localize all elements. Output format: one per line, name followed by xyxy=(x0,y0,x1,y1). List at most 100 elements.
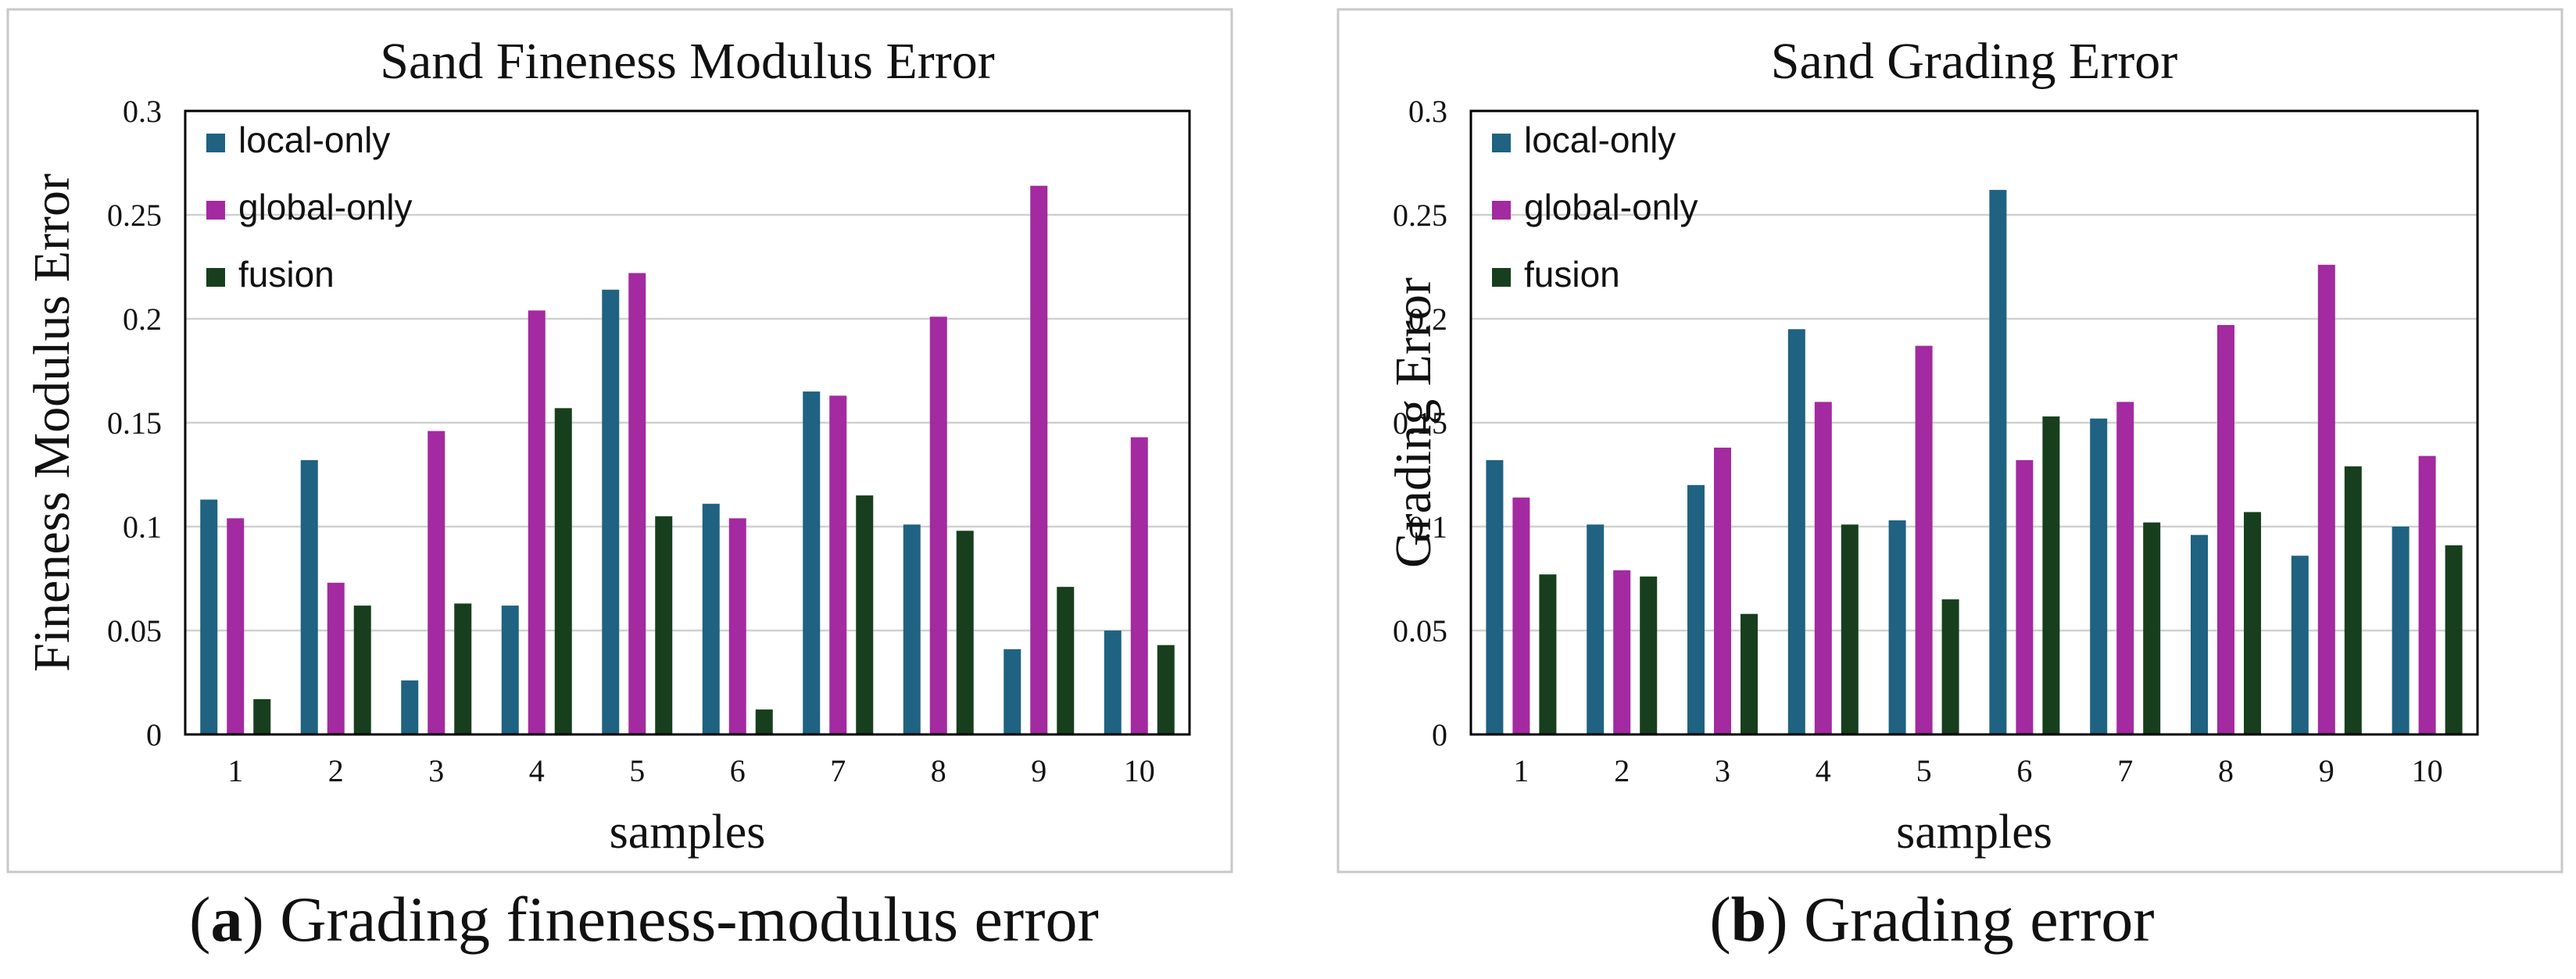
y-tick-label: 0.2 xyxy=(1408,302,1447,337)
bar-global-only-sample-7 xyxy=(829,395,847,734)
bar-fusion-sample-5 xyxy=(1941,599,1959,734)
bar-local-only-sample-1 xyxy=(1486,459,1504,734)
legend-label-fusion: fusion xyxy=(238,254,335,295)
legend-swatch-global-only xyxy=(206,201,225,220)
y-tick-label: 0.1 xyxy=(123,509,162,545)
bar-fusion-sample-6 xyxy=(2042,416,2060,734)
caption-a: (a) Grading fineness-modulus error xyxy=(189,884,1099,955)
chart-frame xyxy=(6,8,1233,874)
bar-local-only-sample-5 xyxy=(602,289,620,734)
bar-fusion-sample-2 xyxy=(1640,576,1658,734)
y-tick-label: 0 xyxy=(146,717,162,752)
bar-global-only-sample-3 xyxy=(1714,447,1731,734)
bar-global-only-sample-10 xyxy=(2418,456,2436,734)
chart-panel-grading: Sand Grading Error 0 0.05 0.1 0.15 0.2 0.25 0.3… xyxy=(1288,0,2576,979)
x-tick-label: 9 xyxy=(2319,753,2334,788)
y-tick-label: 0.1 xyxy=(1408,509,1447,545)
bar-global-only-sample-2 xyxy=(1613,570,1631,734)
bar-global-only-sample-6 xyxy=(728,518,746,734)
bar-local-only-sample-1 xyxy=(200,499,218,734)
caption-b-letter: b xyxy=(1730,884,1767,955)
bar-local-only-sample-10 xyxy=(1104,631,1122,734)
bar-global-only-sample-1 xyxy=(227,518,245,734)
x-axis-label: samples xyxy=(1896,806,2052,859)
bar-local-only-sample-6 xyxy=(702,503,720,734)
bar-global-only-sample-4 xyxy=(528,310,546,734)
legend-label-global-only: global-only xyxy=(1524,187,1698,227)
x-tick-label: 4 xyxy=(1816,753,1831,788)
bar-fusion-sample-5 xyxy=(655,516,673,734)
bar-global-only-sample-8 xyxy=(929,316,947,735)
caption-b-text: Grading error xyxy=(1804,884,2155,955)
bar-local-only-sample-4 xyxy=(1787,329,1805,734)
bar-local-only-sample-3 xyxy=(1687,484,1705,734)
x-tick-label: 10 xyxy=(2412,753,2443,788)
x-tick-label: 1 xyxy=(227,753,243,788)
x-tick-label: 9 xyxy=(1031,753,1046,788)
legend-label-local-only: local-only xyxy=(238,120,390,160)
plot-area-border xyxy=(184,109,1191,736)
bar-local-only-sample-10 xyxy=(2392,527,2410,734)
caption-b: (b) Grading error xyxy=(1709,884,2155,955)
bar-fusion-sample-6 xyxy=(755,709,773,734)
bar-global-only-sample-2 xyxy=(327,582,345,734)
bar-global-only-sample-5 xyxy=(1915,345,1933,734)
caption-a-text: Grading fineness-modulus error xyxy=(280,884,1099,955)
y-axis-label: Fineness Modulus Error xyxy=(23,173,80,672)
y-tick-label: 0 xyxy=(1432,717,1447,752)
x-tick-label: 1 xyxy=(1513,753,1529,788)
bar-local-only-sample-9 xyxy=(2291,556,2309,734)
chart-title: Sand Fineness Modulus Error xyxy=(380,33,994,90)
bar-local-only-sample-9 xyxy=(1004,648,1021,734)
bar-global-only-sample-9 xyxy=(2317,264,2335,735)
x-tick-label: 4 xyxy=(529,753,545,788)
y-tick-label: 0.15 xyxy=(107,406,162,441)
bar-fusion-sample-10 xyxy=(2445,545,2463,734)
bar-local-only-sample-3 xyxy=(401,680,419,734)
bar-global-only-sample-5 xyxy=(628,273,646,735)
bar-global-only-sample-10 xyxy=(1130,437,1148,734)
x-tick-label: 5 xyxy=(629,753,645,788)
bar-global-only-sample-7 xyxy=(2116,402,2134,734)
x-tick-label: 3 xyxy=(1715,753,1730,788)
bar-fusion-sample-10 xyxy=(1157,645,1175,734)
x-tick-label: 3 xyxy=(428,753,444,788)
chart-svg-0: Sand Fineness Modulus Error 0 0.05 0.1 0.15 0… xyxy=(6,8,1233,874)
chart-frame xyxy=(1336,8,2563,874)
bar-fusion-sample-7 xyxy=(856,495,874,734)
bar-fusion-sample-7 xyxy=(2143,522,2161,734)
bar-local-only-sample-8 xyxy=(903,524,921,734)
bar-global-only-sample-1 xyxy=(1512,497,1530,734)
y-tick-label: 0.05 xyxy=(1393,613,1447,648)
y-axis-label: Grading Error xyxy=(1385,277,1442,568)
legend-label-local-only: local-only xyxy=(1524,120,1676,160)
legend-swatch-fusion xyxy=(1492,268,1511,287)
caption-a-letter: a xyxy=(210,884,243,955)
bar-fusion-sample-8 xyxy=(2244,512,2261,734)
x-tick-label: 7 xyxy=(830,753,846,788)
bar-fusion-sample-9 xyxy=(2344,466,2362,734)
y-tick-label: 0.3 xyxy=(123,94,162,129)
bar-fusion-sample-3 xyxy=(454,603,472,734)
bar-local-only-sample-6 xyxy=(1989,190,2007,734)
x-tick-label: 8 xyxy=(931,753,946,788)
bar-local-only-sample-7 xyxy=(2090,418,2108,734)
bar-fusion-sample-1 xyxy=(1539,574,1557,734)
bar-local-only-sample-5 xyxy=(1888,520,1906,734)
bar-fusion-sample-8 xyxy=(956,531,974,734)
bar-fusion-sample-4 xyxy=(554,408,572,734)
legend-label-fusion: fusion xyxy=(1524,254,1620,295)
bar-local-only-sample-4 xyxy=(501,606,519,734)
bar-fusion-sample-9 xyxy=(1057,587,1075,734)
y-tick-label: 0.2 xyxy=(123,302,162,337)
x-tick-label: 5 xyxy=(1916,753,1932,788)
bar-global-only-sample-8 xyxy=(2217,324,2234,735)
y-tick-label: 0.15 xyxy=(1393,406,1447,441)
x-tick-label: 2 xyxy=(328,753,344,788)
bar-fusion-sample-2 xyxy=(353,606,371,734)
bar-fusion-sample-4 xyxy=(1841,524,1859,734)
legend-swatch-local-only xyxy=(1492,134,1511,152)
legend-swatch-fusion xyxy=(206,268,225,287)
bar-local-only-sample-8 xyxy=(2191,534,2208,734)
plot-area-border xyxy=(1469,109,2479,736)
